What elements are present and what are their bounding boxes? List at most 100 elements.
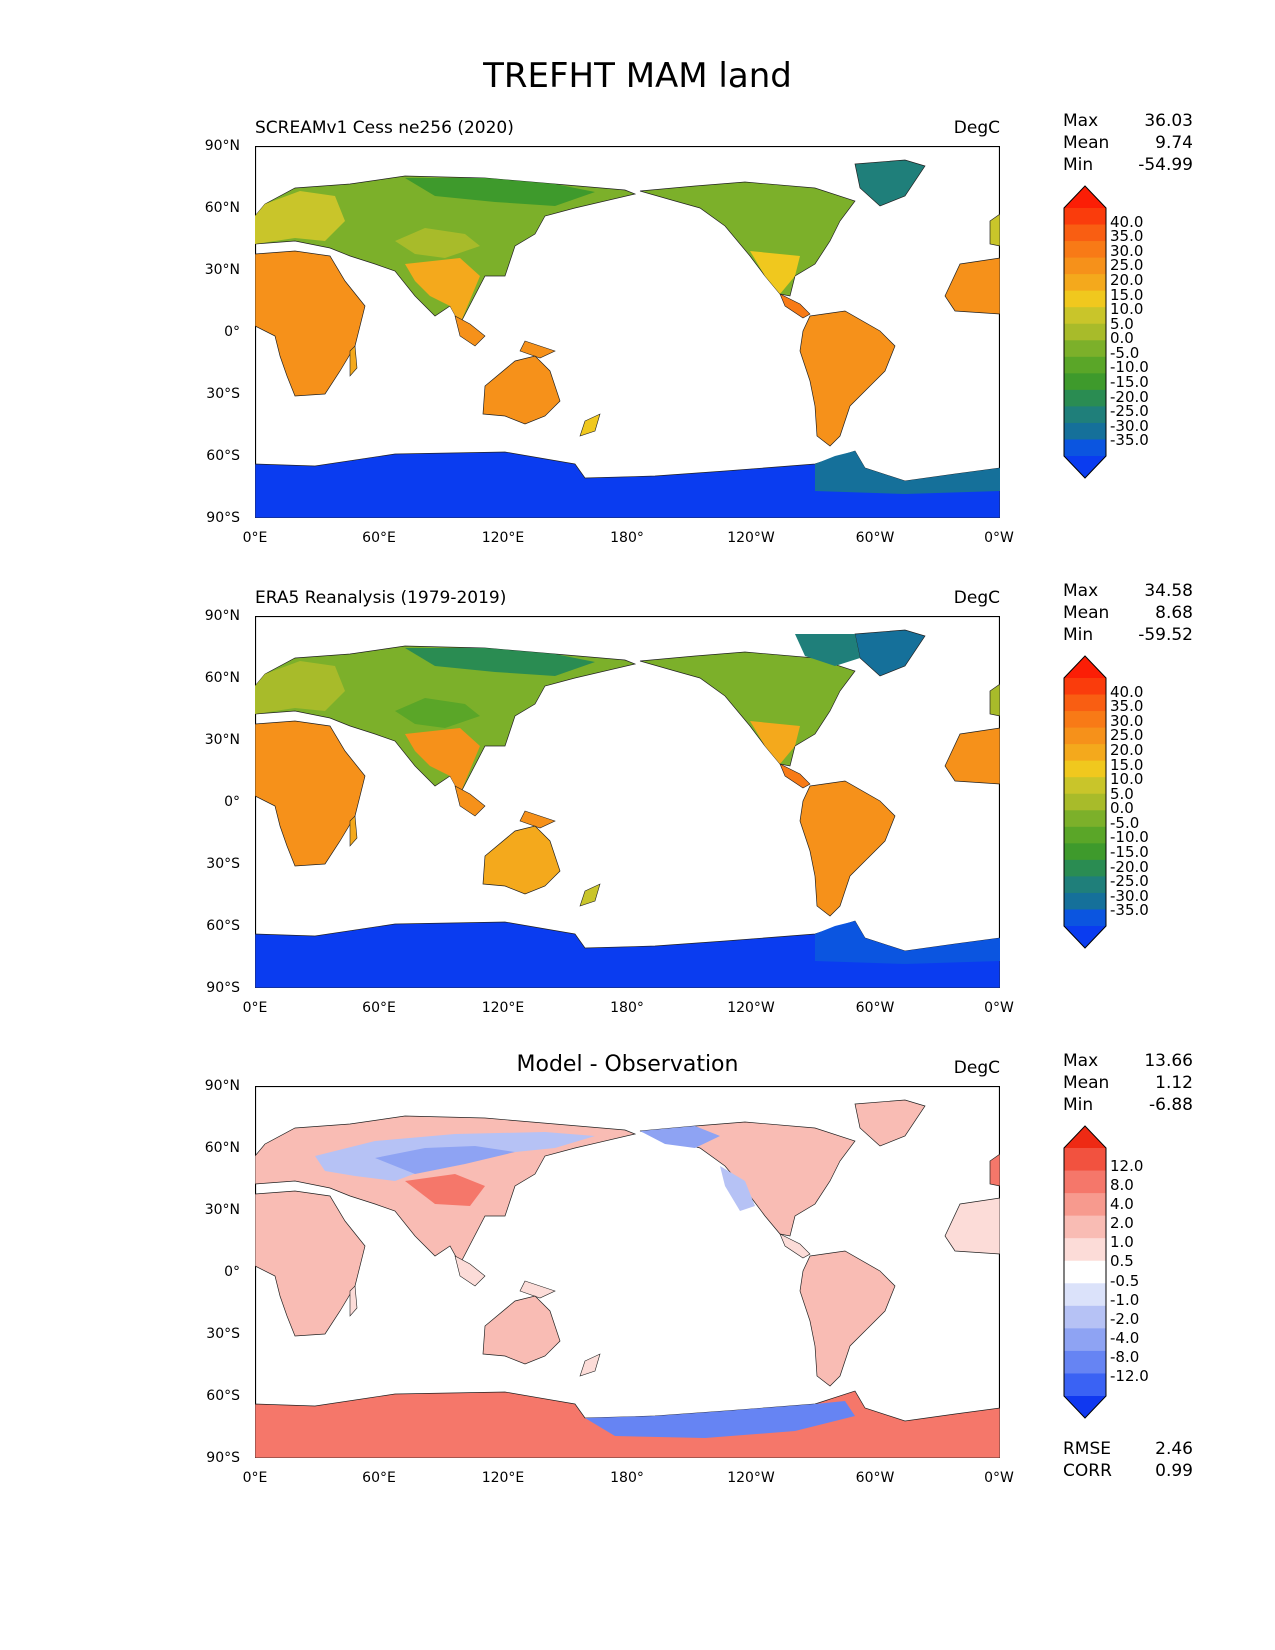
colorbar-tick-label: 20.0 [1110,270,1144,289]
colorbar-tick-label: 5.0 [1110,314,1134,333]
se-asia-islands [454,1255,486,1287]
colorbar-segment [1064,422,1106,440]
stat-value: 34.58 [1144,581,1193,601]
antarctic-peninsula [815,451,1000,494]
colorbar-segment [1064,323,1106,341]
south-america-landmass [799,310,896,447]
colorbar-segment [1064,810,1106,828]
colorbar-segment [1064,1350,1106,1374]
cold-bias-west-antarctica [585,1401,855,1438]
madagascar [349,345,358,377]
x-tick-label: 60°W [855,1000,895,1016]
stat-value: 1.12 [1155,1073,1193,1093]
colorbar-segment [1064,1215,1106,1239]
y-tick-label: 30°N [204,732,240,748]
y-tick-label: 60°N [204,1140,240,1156]
x-tick-label: 120°W [727,530,775,546]
panel-units: DegC [953,118,1000,138]
y-tick-label: 60°N [204,200,240,216]
y-tick-label: 60°S [206,918,240,934]
colorbar-tick-label: -1.0 [1110,1290,1140,1309]
colorbar-segment [1064,727,1106,745]
x-tick-label: 60°E [362,1000,396,1016]
x-tick-label: 0°W [984,530,1014,546]
colorbar-segment [1064,1305,1106,1329]
colorbar-segment [1064,373,1106,391]
x-tick-label: 0°E [242,530,268,546]
colorbar-tick-label: -25.0 [1110,872,1149,891]
stat-label: Min [1063,625,1094,645]
colorbar-tick-label: 1.0 [1110,1233,1134,1252]
panel-title: ERA5 Reanalysis (1979-2019) [255,588,507,608]
colorbar-tick-label: 15.0 [1110,755,1144,774]
stat-value: 9.74 [1155,133,1193,153]
europe [255,661,345,714]
warm-bias-asia [405,1174,485,1206]
colorbar-extend-max [1064,186,1106,208]
panel-model: SCREAMv1 Cess ne256 (2020) DegC [0,111,1275,578]
colorbar-segment [1064,1373,1106,1397]
colorbar-tick-label: 25.0 [1110,256,1144,275]
south-asia [405,258,480,324]
colorbar-tick-label: -8.0 [1110,1347,1140,1366]
africa-west-edge [944,257,1000,315]
x-tick-label: 120°W [727,1470,775,1486]
colorbar-tick-label: 0.0 [1110,329,1134,348]
y-tick-label: 30°N [204,1202,240,1218]
x-tick-label: 60°E [362,1470,396,1486]
colorbar-tick-label: -12.0 [1110,1366,1149,1385]
colorbar-tick-label: -30.0 [1110,886,1149,905]
colorbar [1063,185,1107,479]
stat-label: CORR [1063,1461,1112,1481]
panel-title: SCREAMv1 Cess ne256 (2020) [255,118,514,138]
colorbar-segment [1064,876,1106,894]
y-tick-label: 90°S [206,980,240,996]
cold-bias-core [375,1146,515,1174]
colorbar-tick-label: 8.0 [1110,1176,1134,1195]
europe-west-edge [989,683,1000,717]
stat-value: 36.03 [1144,111,1193,131]
stat-label: RMSE [1063,1439,1112,1459]
cold-bias-rockies [720,1166,755,1211]
new-zealand [579,413,601,437]
cold-bias-alaska [640,1126,720,1148]
us-south [750,721,800,764]
colorbar-segment [1064,340,1106,358]
colorbar-segment [1064,777,1106,795]
colorbar-tick-label: 35.0 [1110,227,1144,246]
colorbar-extend-max [1064,1126,1106,1148]
stat-label: Max [1063,1051,1099,1071]
colorbar-segment [1064,678,1106,696]
colorbar-segment [1064,257,1106,275]
se-asia-islands [454,785,486,817]
stat-value: 13.66 [1144,1051,1193,1071]
colorbar-segment [1064,711,1106,729]
panel-observation: ERA5 Reanalysis (1979-2019) DegC [0,581,1275,1048]
colorbar-tick-label: -5.0 [1110,343,1140,362]
south-america-landmass [799,1250,896,1387]
stat-value: -59.52 [1138,625,1193,645]
map-svg [255,616,1000,988]
colorbar-extend-min [1064,926,1106,948]
x-tick-label: 0°W [984,1470,1014,1486]
y-tick-label: 90°S [206,510,240,526]
australia-landmass [482,825,561,895]
colorbar-segment [1064,307,1106,325]
africa-landmass [255,250,366,397]
map-model [255,146,1000,518]
europe-west-edge [989,213,1000,247]
panel-units: DegC [953,1058,1000,1078]
colorbar-tick-label: 10.0 [1110,770,1144,789]
y-tick-label: 30°S [206,856,240,872]
stats-box: Max 13.66 Mean 1.12 Min -6.88 [1063,1050,1193,1116]
colorbar-tick-label: 10.0 [1110,300,1144,319]
x-tick-label: 180° [610,1470,644,1486]
stat-label: Mean [1063,1073,1110,1093]
colorbar-tick-label: 15.0 [1110,285,1144,304]
colorbar-segment [1064,1193,1106,1217]
colorbar-segment [1064,274,1106,292]
colorbar-segment [1064,859,1106,877]
colorbar-tick-label: -20.0 [1110,387,1149,406]
y-tick-label: 30°S [206,1326,240,1342]
stat-value: 2.46 [1155,1439,1193,1459]
